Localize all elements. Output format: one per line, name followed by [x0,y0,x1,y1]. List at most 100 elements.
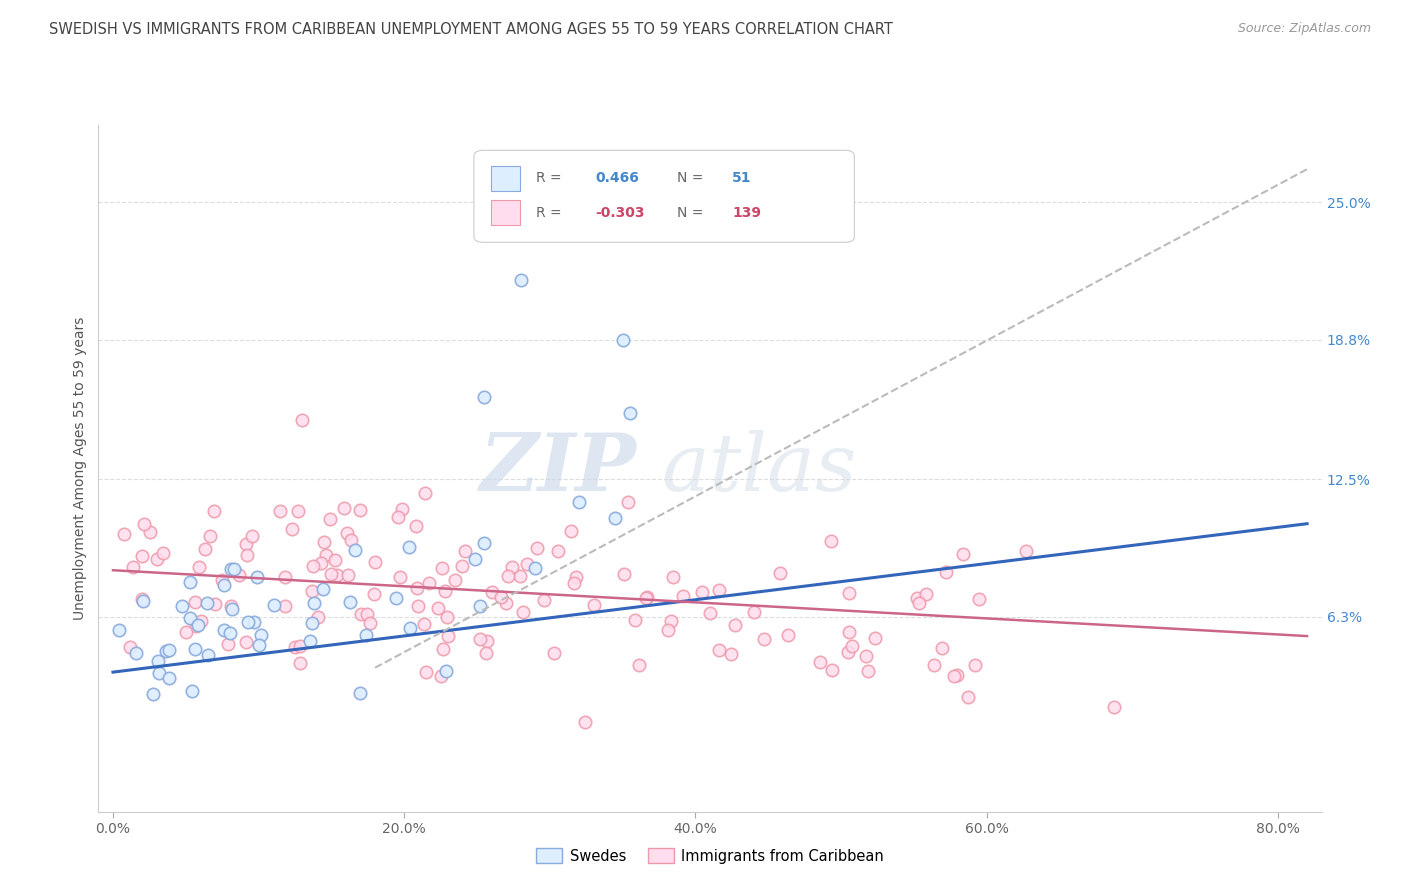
Point [148,665,170,680]
Point [284,640,307,655]
Point [247,639,270,653]
Point [427,601,450,615]
Point [195,596,218,610]
Point [905,591,928,605]
Point [217,637,239,651]
Point [301,615,323,630]
Point [131,549,153,563]
Point [957,690,980,705]
Point [356,628,378,642]
Point [219,561,242,575]
Point [307,610,329,624]
Text: 139: 139 [733,206,761,219]
Point [820,534,842,549]
Point [112,527,135,541]
FancyBboxPatch shape [491,166,520,191]
Point [776,628,799,642]
Point [470,599,492,614]
Point [236,549,259,563]
Point [915,586,938,600]
Point [965,657,987,672]
Point [298,634,321,648]
Text: N =: N = [678,171,707,186]
Point [385,591,408,605]
Point [413,486,436,500]
Point [179,611,201,625]
Point [627,657,650,672]
Point [516,558,538,572]
Point [415,665,437,680]
Point [543,646,565,660]
Legend: Swedes, Immigrants from Caribbean: Swedes, Immigrants from Caribbean [530,843,890,870]
Point [242,615,264,629]
Point [190,614,212,628]
Point [122,559,145,574]
Point [472,391,495,405]
Point [181,683,204,698]
Text: R =: R = [536,171,567,186]
Point [291,412,314,426]
Text: ZIP: ZIP [479,430,637,507]
Point [363,555,385,569]
Point [855,649,877,664]
Point [349,685,371,699]
Point [363,587,385,601]
Point [336,568,359,582]
Point [219,625,242,640]
Point [720,647,742,661]
Point [142,687,165,701]
Point [132,594,155,608]
Point [350,607,373,621]
Point [221,602,243,616]
Point [437,629,460,643]
Point [157,672,180,686]
Point [624,613,647,627]
Point [340,533,363,547]
Point [139,524,162,539]
Point [481,584,503,599]
Point [475,646,498,660]
Point [184,641,207,656]
Point [391,502,413,516]
Point [444,574,467,588]
Point [187,559,209,574]
Point [204,597,226,611]
Text: atlas: atlas [661,430,856,507]
Point [186,619,208,633]
Text: R =: R = [536,206,567,219]
Point [202,504,225,518]
FancyBboxPatch shape [474,150,855,243]
Point [387,509,409,524]
Point [657,623,679,637]
Point [1104,700,1126,714]
Point [547,544,569,558]
Point [157,643,180,657]
Point [509,273,531,287]
Point [228,567,250,582]
Point [501,560,523,574]
Point [148,654,170,668]
Point [250,628,273,642]
Text: -0.303: -0.303 [595,206,644,219]
Point [413,616,436,631]
Point [288,656,311,670]
Point [398,541,420,555]
Point [339,595,361,609]
Point [212,624,235,638]
Point [263,599,285,613]
Point [560,524,582,538]
Point [662,570,685,584]
Point [399,622,422,636]
Point [332,500,354,515]
Point [1015,544,1038,558]
Point [131,591,153,606]
Point [344,542,367,557]
Point [838,625,860,640]
Point [436,610,458,624]
Point [952,547,974,561]
Point [582,598,605,612]
Point [946,668,969,682]
Point [274,599,297,613]
Point [821,663,844,677]
Point [533,592,555,607]
